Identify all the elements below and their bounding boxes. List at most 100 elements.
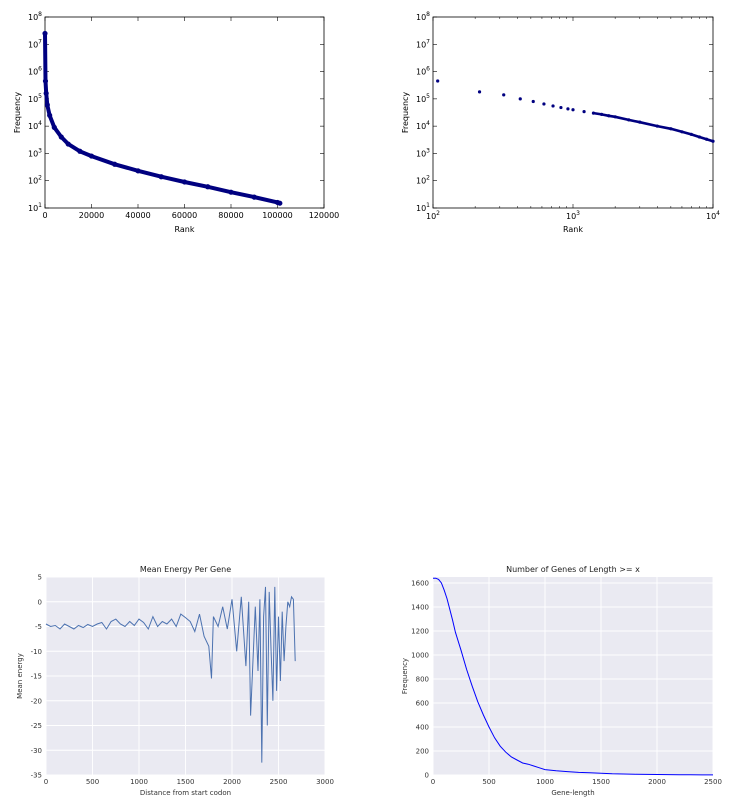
data-point	[47, 112, 53, 118]
x-tick-label: 120000	[309, 211, 340, 220]
x-tick-label: 1000	[130, 778, 148, 786]
data-point	[205, 184, 211, 190]
y-tick-label: 102	[28, 175, 42, 186]
y-axis-label: Frequency	[401, 658, 409, 694]
data-point	[43, 90, 49, 96]
y-tick-label: 103	[28, 147, 42, 158]
x-tick-label: 2500	[704, 778, 722, 786]
data-point	[607, 114, 611, 118]
data-point	[477, 90, 482, 94]
data-point	[571, 108, 575, 112]
plot-frame	[44, 16, 325, 209]
y-tick-label: 5	[38, 574, 42, 582]
y-tick-label: 0	[38, 598, 42, 606]
x-tick-label: 0	[42, 211, 47, 220]
y-tick-label: 600	[416, 700, 429, 708]
y-tick-label: 102	[416, 175, 430, 186]
y-tick-label: -20	[31, 697, 42, 705]
chart-title: Number of Genes of Length >= x	[506, 565, 640, 574]
y-tick-label: 400	[416, 724, 429, 732]
x-axis-label: Distance from start codon	[140, 789, 231, 797]
y-tick-label: 108	[416, 11, 430, 22]
data-point	[591, 111, 596, 115]
data-point	[542, 102, 546, 106]
y-tick-label: 107	[28, 38, 42, 49]
y-axis-label: Mean energy	[16, 653, 24, 699]
chart-3-mean-energy: 0 500 1000 1500 2000 2500 3000 -35 -30 -25 -20 -15 -…	[16, 565, 334, 797]
data-point	[680, 130, 684, 134]
y-tick-label: 104	[28, 120, 42, 131]
x-tick-label: 0	[44, 778, 48, 786]
data-point	[689, 132, 693, 136]
y-tick-label: 106	[28, 66, 42, 77]
y-tick-label: 103	[416, 147, 430, 158]
y-axis-label: Frequency	[13, 92, 22, 134]
data-point	[42, 78, 49, 84]
data-point	[42, 30, 48, 37]
y-tick-label: 1400	[411, 604, 429, 612]
data-point	[251, 194, 257, 200]
chart-2-rank-frequency-loglog: 102 103 104101102103104105106107108RankFre…	[401, 11, 720, 234]
chart-title: Mean Energy Per Gene	[140, 565, 231, 574]
x-tick-label: 0	[431, 778, 435, 786]
x-tick-label: 2000	[648, 778, 666, 786]
x-axis-label: Gene-length	[551, 789, 594, 797]
chart-4-gene-length: 0 500 1000 1500 2000 2500 0 200 400 600 800 1000 120…	[401, 565, 722, 797]
x-tick-label: 60000	[172, 211, 197, 220]
data-point	[566, 107, 570, 111]
series-line	[433, 577, 713, 776]
y-tick-label: 105	[416, 93, 430, 104]
data-point	[228, 189, 234, 195]
x-tick-label: 20000	[79, 211, 104, 220]
y-tick-label: 1000	[411, 652, 429, 660]
data-point	[44, 102, 50, 108]
y-tick-label: 101	[416, 202, 430, 213]
x-tick-label: 1500	[592, 778, 610, 786]
data-point	[112, 161, 118, 167]
y-axis-label: Frequency	[401, 92, 410, 134]
y-tick-label: -15	[31, 673, 42, 681]
x-tick-label: 104	[706, 210, 720, 221]
data-point	[697, 135, 702, 139]
data-point	[669, 127, 673, 131]
x-tick-label: 500	[86, 778, 99, 786]
y-tick-label: -30	[31, 747, 42, 755]
data-point	[599, 112, 604, 116]
data-point	[51, 124, 57, 130]
x-tick-label: 102	[426, 210, 440, 221]
data-point	[704, 137, 709, 141]
data-point	[559, 105, 563, 110]
x-tick-label: 1500	[177, 778, 195, 786]
plot-background	[433, 577, 713, 775]
data-point	[531, 99, 535, 104]
data-point	[158, 174, 164, 180]
data-point	[58, 134, 64, 140]
x-axis-label: Rank	[563, 225, 583, 234]
data-point	[638, 120, 642, 124]
data-point	[65, 141, 71, 147]
data-point	[181, 179, 188, 185]
y-tick-label: -25	[31, 722, 42, 730]
x-tick-label: 80000	[218, 211, 243, 220]
y-tick-label: 106	[416, 66, 430, 77]
x-tick-label: 500	[482, 778, 495, 786]
y-tick-label: 101	[28, 202, 42, 213]
y-tick-label: 1600	[411, 580, 429, 588]
x-tick-label: 2000	[223, 778, 241, 786]
x-tick-label: 40000	[125, 211, 150, 220]
x-axis-label: Rank	[175, 225, 195, 234]
x-tick-label: 103	[566, 210, 580, 221]
y-tick-label: 1200	[411, 628, 429, 636]
data-point	[627, 118, 631, 122]
data-point	[88, 153, 95, 159]
chart-1-rank-frequency-linear: 0 20000 40000 60000 80000 100000 120000 101 102 1…	[13, 11, 339, 234]
data-point	[502, 93, 506, 97]
x-tick-label: 3000	[316, 778, 334, 786]
series-line	[45, 586, 296, 763]
y-tick-label: -10	[31, 648, 42, 656]
data-point	[551, 104, 555, 108]
data-point	[436, 79, 440, 83]
y-tick-label: 104	[416, 120, 430, 131]
y-tick-label: -35	[31, 772, 42, 780]
